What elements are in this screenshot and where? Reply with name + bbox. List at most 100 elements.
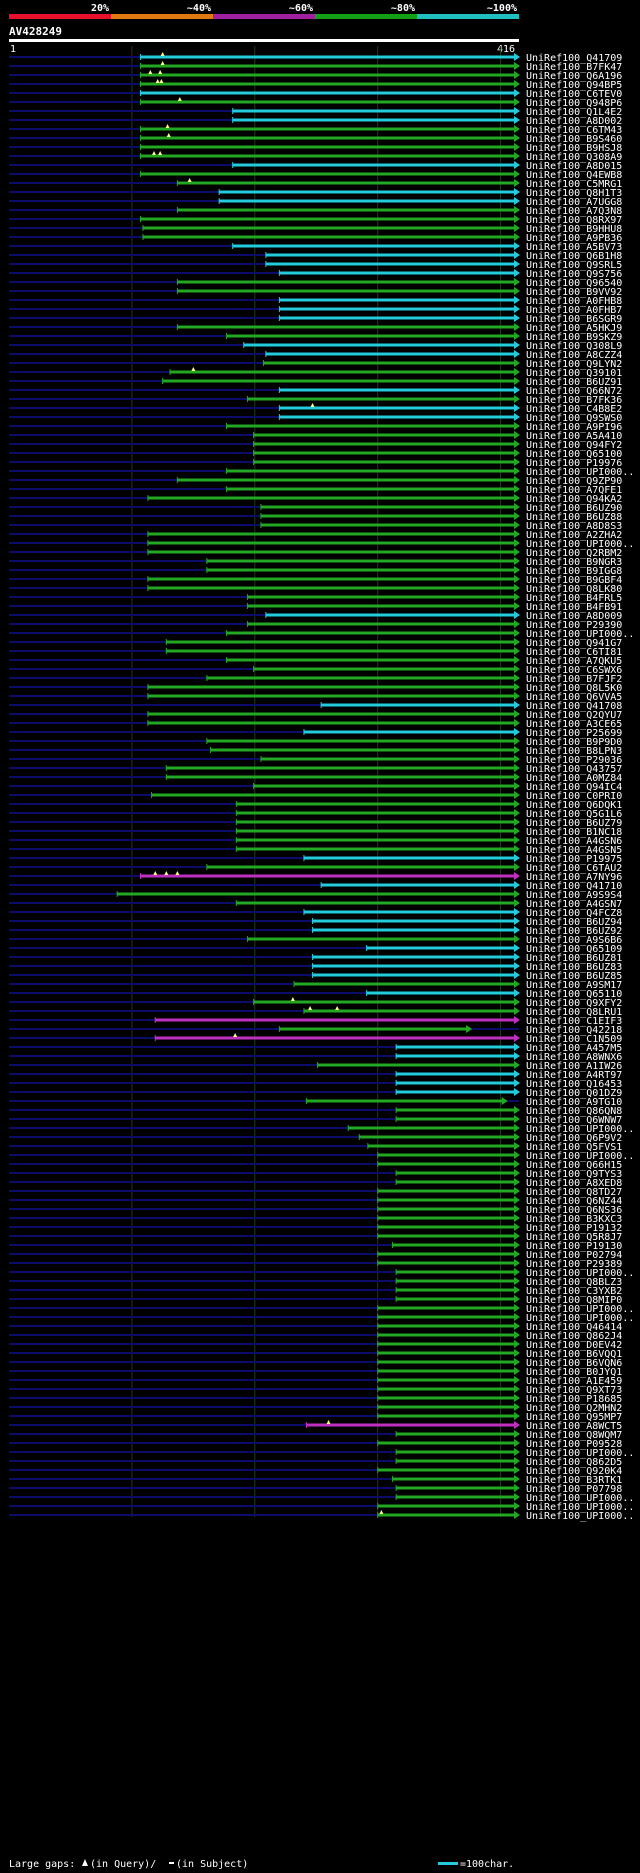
- hit-row: UniRef100_A4GSN6: [9, 836, 622, 847]
- hit-name-label: UniRef100_A7QFE1: [526, 485, 622, 496]
- hit-row: UniRef100_A8XED8: [9, 1178, 622, 1189]
- hit-row: UniRef100_B0JYQ1: [9, 1367, 622, 1378]
- hit-name-label: UniRef100_C5MRG1: [526, 179, 622, 190]
- hit-row: UniRef100_Q6NS36: [9, 1205, 622, 1216]
- hit-row: UniRef100_A5BV73: [9, 242, 622, 253]
- hit-name-label: UniRef100_Q9TYS3: [526, 1169, 622, 1180]
- hit-row: UniRef100_P09528: [9, 1439, 622, 1450]
- hit-name-label: UniRef100_Q66H15: [526, 1160, 622, 1171]
- hit-end-arrow: [514, 944, 520, 952]
- hit-name-label: UniRef100_Q95MP7: [526, 1412, 622, 1423]
- hit-row: UniRef100_Q66H15: [9, 1160, 622, 1171]
- hit-name-label: UniRef100_Q94KA2: [526, 494, 622, 505]
- hit-row: UniRef100_A8D8S3: [9, 521, 622, 532]
- hit-row: UniRef100_Q6P9V2: [9, 1133, 622, 1144]
- hit-name-label: UniRef100_Q5R8J7: [526, 1232, 622, 1243]
- hit-row: UniRef100_Q65110: [9, 989, 622, 1000]
- hit-end-arrow: [514, 188, 520, 196]
- hit-name-label: UniRef100_A7UGG8: [526, 197, 622, 208]
- hit-name-label: UniRef100_A4GSN7: [526, 899, 622, 910]
- hit-end-arrow: [514, 1439, 520, 1447]
- hit-end-arrow: [514, 1412, 520, 1420]
- hit-row: UniRef100_B6VQQ1: [9, 1349, 622, 1360]
- hit-end-arrow: [514, 1466, 520, 1474]
- hit-row: UniRef100_A0MZ84: [9, 773, 622, 784]
- hit-name-label: UniRef100_Q43757: [526, 764, 622, 775]
- hit-end-arrow: [514, 1367, 520, 1375]
- hit-end-arrow: [514, 1205, 520, 1213]
- hit-name-label: UniRef100_Q96540: [526, 278, 622, 289]
- hit-end-arrow: [514, 719, 520, 727]
- hit-name-label: UniRef100_A5HKJ9: [526, 323, 622, 334]
- hit-row: UniRef100_UPI000..: [9, 1510, 634, 1522]
- hit-name-label: UniRef100_A8CZZ4: [526, 350, 622, 361]
- hit-row: UniRef100_Q8WQM7: [9, 1430, 622, 1441]
- hit-end-arrow: [514, 1394, 520, 1402]
- hit-end-arrow: [514, 161, 520, 169]
- hit-name-label: UniRef100_A1E459: [526, 1376, 622, 1387]
- hit-row: UniRef100_Q9SWS0: [9, 413, 622, 424]
- hit-row: UniRef100_Q2RBM2: [9, 548, 622, 559]
- hit-end-arrow: [514, 89, 520, 97]
- hit-row: UniRef100_Q1L4E2: [9, 107, 622, 118]
- hit-end-arrow: [514, 647, 520, 655]
- hit-row: UniRef100_C1N509: [9, 1033, 622, 1045]
- hit-name-label: UniRef100_Q94FY2: [526, 440, 622, 451]
- hit-name-label: UniRef100_Q2QYU7: [526, 710, 622, 721]
- hit-row: UniRef100_A7UGG8: [9, 197, 622, 208]
- hit-name-label: UniRef100_Q6B1H8: [526, 251, 622, 262]
- hit-end-arrow: [514, 197, 520, 205]
- hit-end-arrow: [514, 845, 520, 853]
- hit-row: UniRef100_B8LPN3: [9, 746, 622, 757]
- hit-name-label: UniRef100_Q6DQK1: [526, 800, 622, 811]
- hit-end-arrow: [514, 836, 520, 844]
- hit-end-arrow: [514, 242, 520, 250]
- hit-end-arrow: [514, 206, 520, 214]
- gap-marker: [175, 871, 180, 875]
- hit-end-arrow: [514, 827, 520, 835]
- hit-row: UniRef100_Q2QYU7: [9, 710, 622, 721]
- hit-name-label: UniRef100_Q6NZ44: [526, 1196, 622, 1207]
- hit-end-arrow: [514, 278, 520, 286]
- gap-marker: [153, 871, 158, 875]
- gap-marker: [160, 61, 165, 65]
- hit-row: UniRef100_B6UZ83: [9, 962, 622, 973]
- hit-name-label: UniRef100_Q9SWS0: [526, 413, 622, 424]
- hit-name-label: UniRef100_B9P9D0: [526, 737, 622, 748]
- hit-row: UniRef100_B9P9D0: [9, 737, 622, 748]
- hit-name-label: UniRef100_B4FB91: [526, 602, 622, 613]
- hit-row: UniRef100_A9SM17: [9, 980, 622, 991]
- hit-row: UniRef100_A0FHB8: [9, 296, 622, 307]
- hit-end-arrow: [514, 782, 520, 790]
- hit-row: UniRef100_Q9ZP90: [9, 476, 622, 487]
- hit-end-arrow: [514, 1115, 520, 1123]
- percent-label: ~80%: [391, 3, 415, 14]
- hit-end-arrow: [514, 296, 520, 304]
- hit-end-arrow: [514, 890, 520, 898]
- hit-row: UniRef100_Q941G7: [9, 638, 622, 649]
- hit-name-label: UniRef100_A8D009: [526, 611, 622, 622]
- hit-end-arrow: [514, 1151, 520, 1159]
- hit-row: UniRef100_Q66N72: [9, 386, 622, 397]
- hit-name-label: UniRef100_Q4FCZ8: [526, 908, 622, 919]
- hit-row: UniRef100_P07798: [9, 1484, 622, 1495]
- hit-name-label: UniRef100_C6SWX6: [526, 665, 622, 676]
- hit-row: UniRef100_C6TEV0: [9, 89, 622, 100]
- hit-end-arrow: [514, 737, 520, 745]
- hit-name-label: UniRef100_Q308A9: [526, 152, 622, 163]
- hit-row: UniRef100_Q5R8J7: [9, 1232, 622, 1243]
- hit-end-arrow: [514, 1268, 520, 1276]
- hit-name-label: UniRef100_B7FJF2: [526, 674, 622, 685]
- hit-name-label: UniRef100_A7NY96: [526, 872, 622, 883]
- hit-row: UniRef100_B7FJF2: [9, 674, 622, 685]
- hit-name-label: UniRef100_B9HHU8: [526, 224, 622, 235]
- hit-end-arrow: [514, 116, 520, 124]
- hit-end-arrow: [514, 215, 520, 223]
- hit-name-label: UniRef100_A4RT97: [526, 1070, 622, 1081]
- hit-row: UniRef100_Q43757: [9, 764, 622, 775]
- hit-end-arrow: [514, 908, 520, 916]
- hit-end-arrow: [514, 971, 520, 979]
- hit-row: UniRef100_D0EV42: [9, 1340, 622, 1351]
- hit-name-label: UniRef100_A8D015: [526, 161, 622, 172]
